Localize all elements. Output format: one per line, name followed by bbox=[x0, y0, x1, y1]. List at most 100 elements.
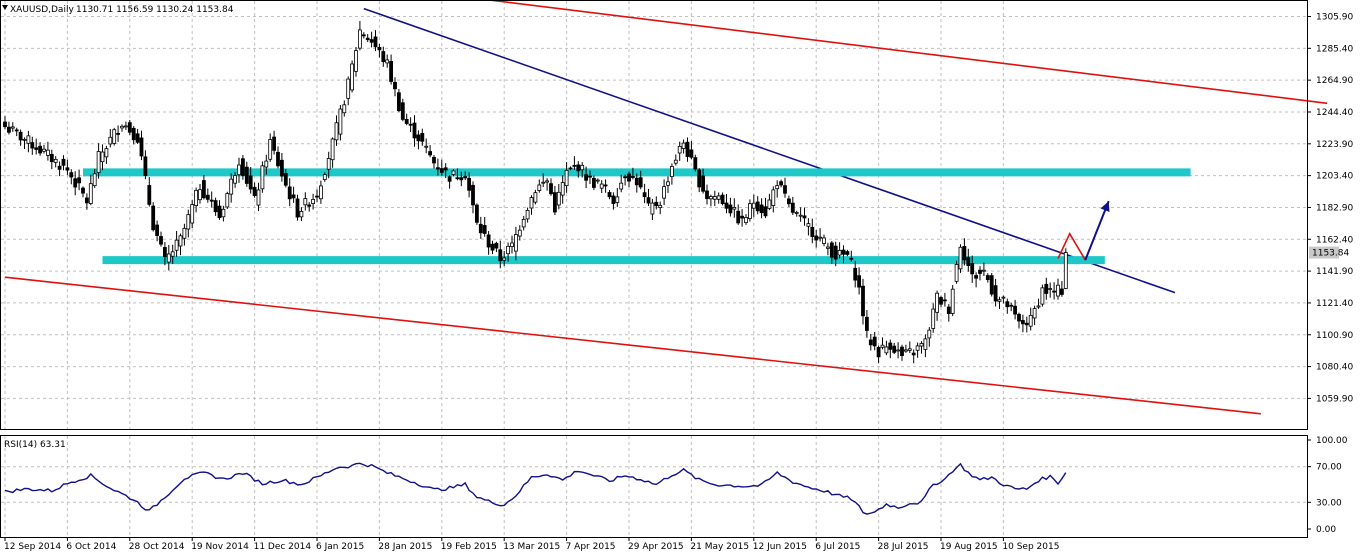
candle-body bbox=[580, 164, 585, 171]
candle bbox=[451, 169, 456, 177]
candle-body bbox=[1052, 290, 1056, 293]
candle-body bbox=[607, 192, 612, 198]
candle bbox=[502, 250, 507, 267]
candle-body bbox=[26, 135, 31, 144]
candle-body bbox=[529, 197, 534, 209]
candle bbox=[545, 178, 549, 191]
candle bbox=[69, 169, 74, 185]
channel-top-line[interactable] bbox=[446, 0, 1328, 105]
candle bbox=[751, 194, 756, 218]
candle bbox=[38, 142, 42, 156]
candle-body bbox=[474, 204, 479, 223]
candle bbox=[350, 60, 355, 93]
projection-arrow-shaft[interactable] bbox=[1084, 200, 1110, 261]
candle bbox=[385, 54, 390, 68]
time-tick-label: 11 Dec 2014 bbox=[254, 542, 312, 552]
candle-body bbox=[549, 183, 553, 195]
candle-body bbox=[131, 127, 136, 141]
candle-body bbox=[701, 175, 705, 192]
projection-red-path[interactable] bbox=[1057, 231, 1086, 261]
channel-bottom-line[interactable] bbox=[4, 276, 1261, 415]
candle-body bbox=[46, 149, 50, 156]
candle bbox=[982, 262, 986, 277]
candle bbox=[911, 349, 916, 364]
candle bbox=[541, 173, 546, 188]
candle bbox=[931, 303, 936, 333]
candle-body bbox=[525, 210, 530, 220]
candle-body bbox=[798, 214, 803, 217]
candle-body bbox=[162, 247, 167, 258]
candle-body bbox=[108, 136, 113, 145]
candle-body bbox=[365, 37, 370, 41]
candle-body bbox=[299, 211, 304, 218]
candle-body bbox=[53, 159, 58, 163]
candle bbox=[46, 141, 50, 161]
candle bbox=[985, 273, 990, 283]
candle-body bbox=[958, 246, 963, 270]
candle bbox=[299, 207, 304, 222]
trendline-line[interactable] bbox=[363, 7, 1176, 294]
price-tick-label: 1285.40 bbox=[1316, 44, 1353, 54]
candlestick-series bbox=[3, 21, 1068, 364]
symbol-label: XAUUSD,Daily bbox=[10, 5, 74, 15]
candle bbox=[939, 295, 943, 308]
candle-body bbox=[685, 141, 690, 157]
arrow-head-icon[interactable] bbox=[1100, 201, 1110, 213]
candle bbox=[611, 192, 616, 210]
candle bbox=[896, 342, 900, 359]
candle-body bbox=[100, 151, 105, 163]
candle-body bbox=[1021, 320, 1025, 325]
candle-body bbox=[880, 344, 885, 348]
candle bbox=[685, 137, 690, 162]
chart-collapse-icon[interactable] bbox=[2, 5, 8, 10]
candle bbox=[904, 344, 908, 353]
time-tick-label: 6 Jan 2015 bbox=[316, 542, 364, 552]
candle bbox=[420, 128, 425, 146]
candle bbox=[116, 125, 120, 142]
candle-body bbox=[709, 196, 713, 200]
candle bbox=[57, 161, 62, 177]
candle-body bbox=[311, 199, 316, 204]
candle bbox=[716, 192, 721, 204]
candle-body bbox=[439, 168, 444, 173]
candle bbox=[822, 234, 826, 247]
rsi-tick-label: 30.00 bbox=[1316, 498, 1342, 508]
drawn-lines[interactable] bbox=[4, 0, 1328, 415]
candle-body bbox=[18, 131, 23, 141]
candle bbox=[720, 192, 725, 206]
candle bbox=[408, 117, 413, 133]
candle bbox=[802, 207, 807, 226]
candle-body bbox=[978, 269, 982, 274]
time-tick-label: 13 Mar 2015 bbox=[503, 542, 560, 552]
candle-body bbox=[537, 184, 542, 191]
rsi-grid bbox=[1, 436, 1307, 537]
candle-body bbox=[240, 158, 245, 176]
candle bbox=[18, 129, 23, 146]
candle-body bbox=[677, 145, 682, 154]
candle-body bbox=[1005, 301, 1010, 308]
candle-body bbox=[650, 202, 655, 215]
candle bbox=[182, 223, 187, 246]
rsi-series bbox=[4, 462, 1067, 515]
candle-body bbox=[338, 108, 343, 135]
candle bbox=[1032, 305, 1037, 326]
candle bbox=[373, 30, 378, 52]
candle-body bbox=[322, 174, 327, 181]
candle-body bbox=[478, 223, 483, 234]
candle bbox=[818, 228, 822, 242]
candle-body bbox=[217, 205, 222, 219]
candle bbox=[1013, 299, 1017, 320]
candle-body bbox=[1063, 252, 1068, 289]
candle bbox=[135, 129, 140, 144]
candle bbox=[662, 179, 666, 206]
candle-body bbox=[350, 63, 355, 91]
candle bbox=[1001, 295, 1006, 304]
candle bbox=[88, 174, 93, 206]
candle bbox=[264, 154, 269, 175]
candle-body bbox=[1017, 313, 1021, 322]
projection-drawing[interactable] bbox=[1057, 200, 1110, 261]
candle bbox=[315, 189, 319, 203]
candle bbox=[533, 189, 538, 205]
candle bbox=[580, 162, 585, 178]
candle bbox=[923, 334, 928, 358]
